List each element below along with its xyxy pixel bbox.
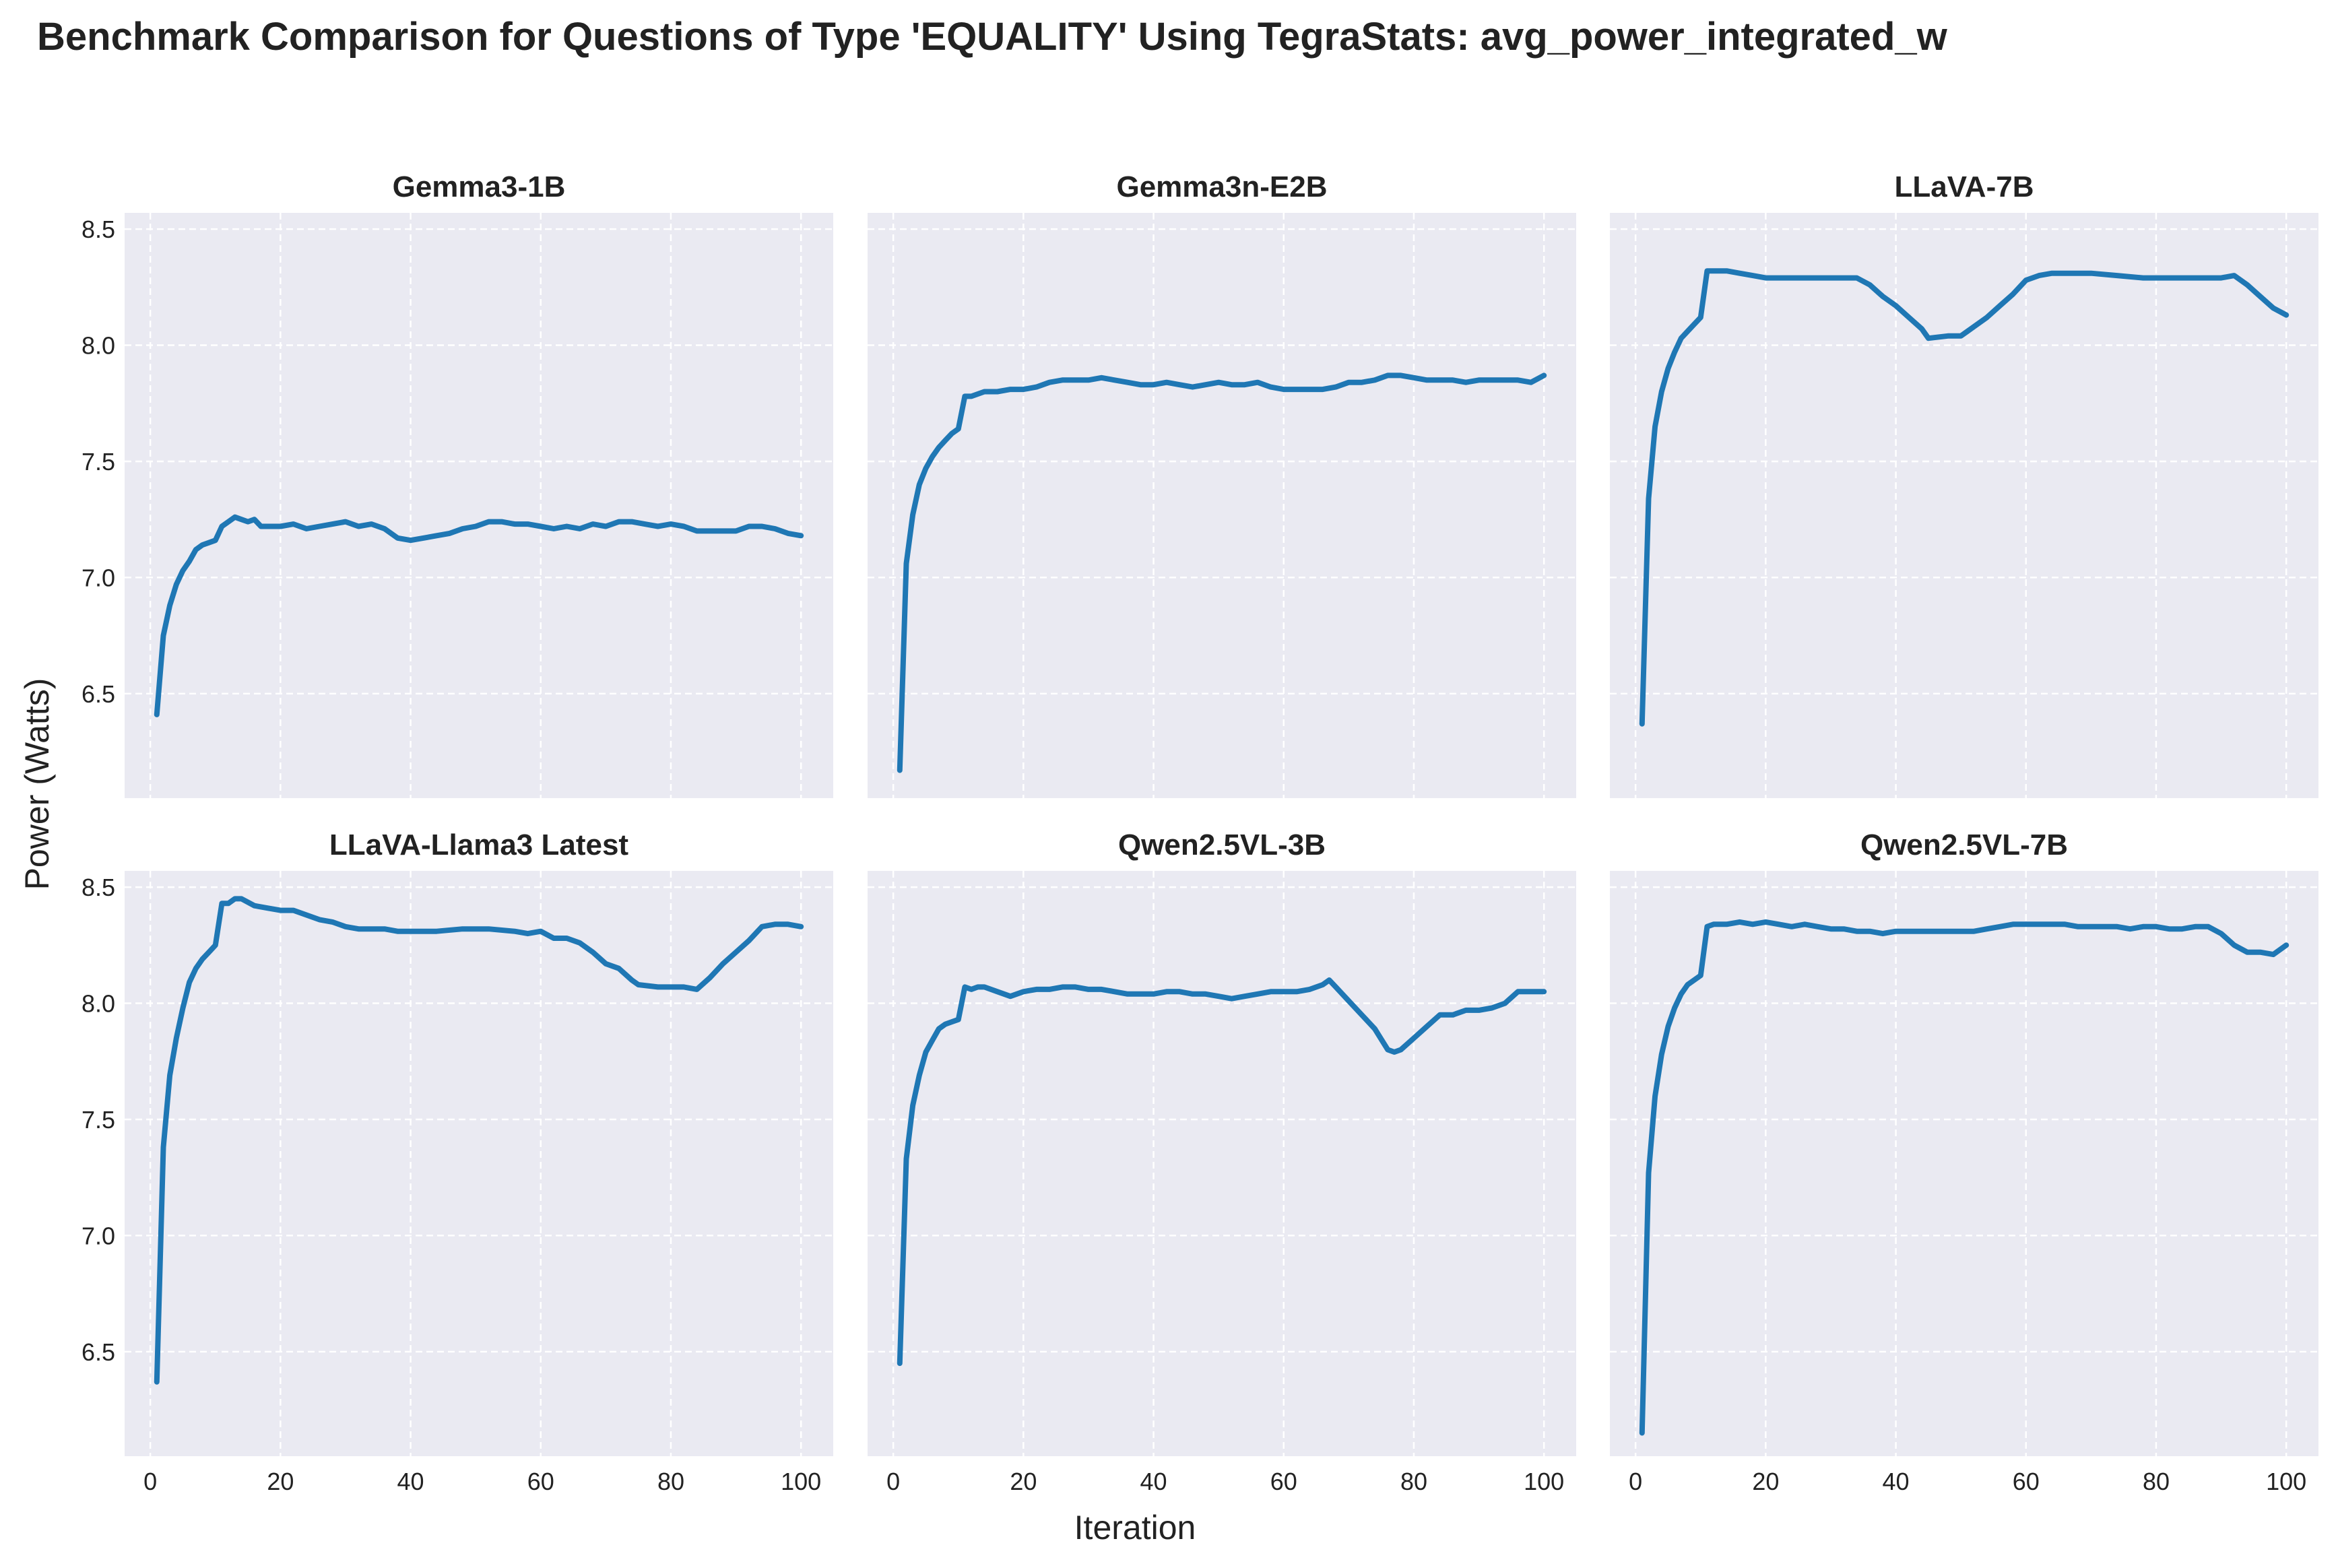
y-tick-label: 7.0: [82, 1222, 115, 1249]
y-tick-label: 6.5: [82, 680, 115, 708]
y-tick-label: 8.5: [82, 874, 115, 901]
plot-area: [125, 213, 833, 798]
subplot-title: Qwen2.5VL-3B: [1118, 828, 1326, 861]
y-tick-label: 8.0: [82, 332, 115, 360]
x-tick-label: 20: [267, 1468, 294, 1495]
x-tick-label: 100: [781, 1468, 821, 1495]
plot-area: [1610, 213, 2318, 798]
y-tick-label: 7.5: [82, 448, 115, 476]
subplot-title: Qwen2.5VL-7B: [1860, 828, 2068, 861]
x-tick-label: 20: [1752, 1468, 1779, 1495]
subplot-title: LLaVA-Llama3 Latest: [329, 828, 629, 861]
subplot-title: Gemma3-1B: [393, 170, 566, 203]
y-tick-label: 8.0: [82, 990, 115, 1018]
series-line: [154, 896, 804, 1385]
subplot-5: Qwen2.5VL-3B 0 20 40 60 80 100: [868, 828, 1576, 1495]
subplot-4: LLaVA-Llama3 Latest 6.5 7.0 7.5 8.0 8.5 0 20 40 6…: [82, 828, 833, 1495]
x-tick-label: 40: [397, 1468, 424, 1495]
series-line: [897, 372, 1547, 773]
series-line: [1639, 268, 2290, 727]
x-tick-label: 60: [527, 1468, 554, 1495]
series-line: [1639, 919, 2290, 1436]
x-tick-label: 100: [2266, 1468, 2306, 1495]
figure-title: Benchmark Comparison for Questions of Ty…: [37, 15, 1948, 59]
x-tick-label: 0: [886, 1468, 900, 1495]
subplot-title: LLaVA-7B: [1895, 170, 2034, 203]
y-axis-label: Power (Watts): [18, 678, 56, 890]
plot-area: [868, 871, 1576, 1456]
plot-area: [1610, 871, 2318, 1456]
x-tick-label: 80: [2143, 1468, 2170, 1495]
x-tick-label: 0: [1629, 1468, 1642, 1495]
x-axis-label: Iteration: [1074, 1509, 1196, 1546]
x-tick-label: 100: [1524, 1468, 1564, 1495]
x-tick-label: 20: [1010, 1468, 1037, 1495]
subplot-title: Gemma3n-E2B: [1116, 170, 1327, 203]
x-tick-label: 40: [1140, 1468, 1167, 1495]
subplot-6: Qwen2.5VL-7B 0 20 40 60 80 100: [1610, 828, 2318, 1495]
y-tick-label: 7.5: [82, 1106, 115, 1134]
x-tick-label: 0: [143, 1468, 157, 1495]
x-tick-label: 40: [1883, 1468, 1910, 1495]
subplot-3: LLaVA-7B: [1610, 170, 2318, 798]
x-tick-label: 60: [1270, 1468, 1297, 1495]
subplot-1: Gemma3-1B 6.5 7.0 7.5 8.0 8.5: [82, 170, 833, 798]
y-tick-label: 7.0: [82, 564, 115, 591]
x-tick-label: 80: [1400, 1468, 1427, 1495]
x-tick-label: 60: [2013, 1468, 2040, 1495]
x-tick-label: 80: [657, 1468, 684, 1495]
series-line: [897, 977, 1547, 1367]
y-tick-label: 6.5: [82, 1338, 115, 1366]
plot-area: [868, 213, 1576, 798]
subplot-2: Gemma3n-E2B: [868, 170, 1576, 798]
series-line: [154, 514, 804, 717]
subplot-grid: Gemma3-1B 6.5 7.0 7.5 8.0 8.5 Gemma3n-E2B LLaVA…: [82, 170, 2318, 1495]
y-tick-label: 8.5: [82, 216, 115, 243]
